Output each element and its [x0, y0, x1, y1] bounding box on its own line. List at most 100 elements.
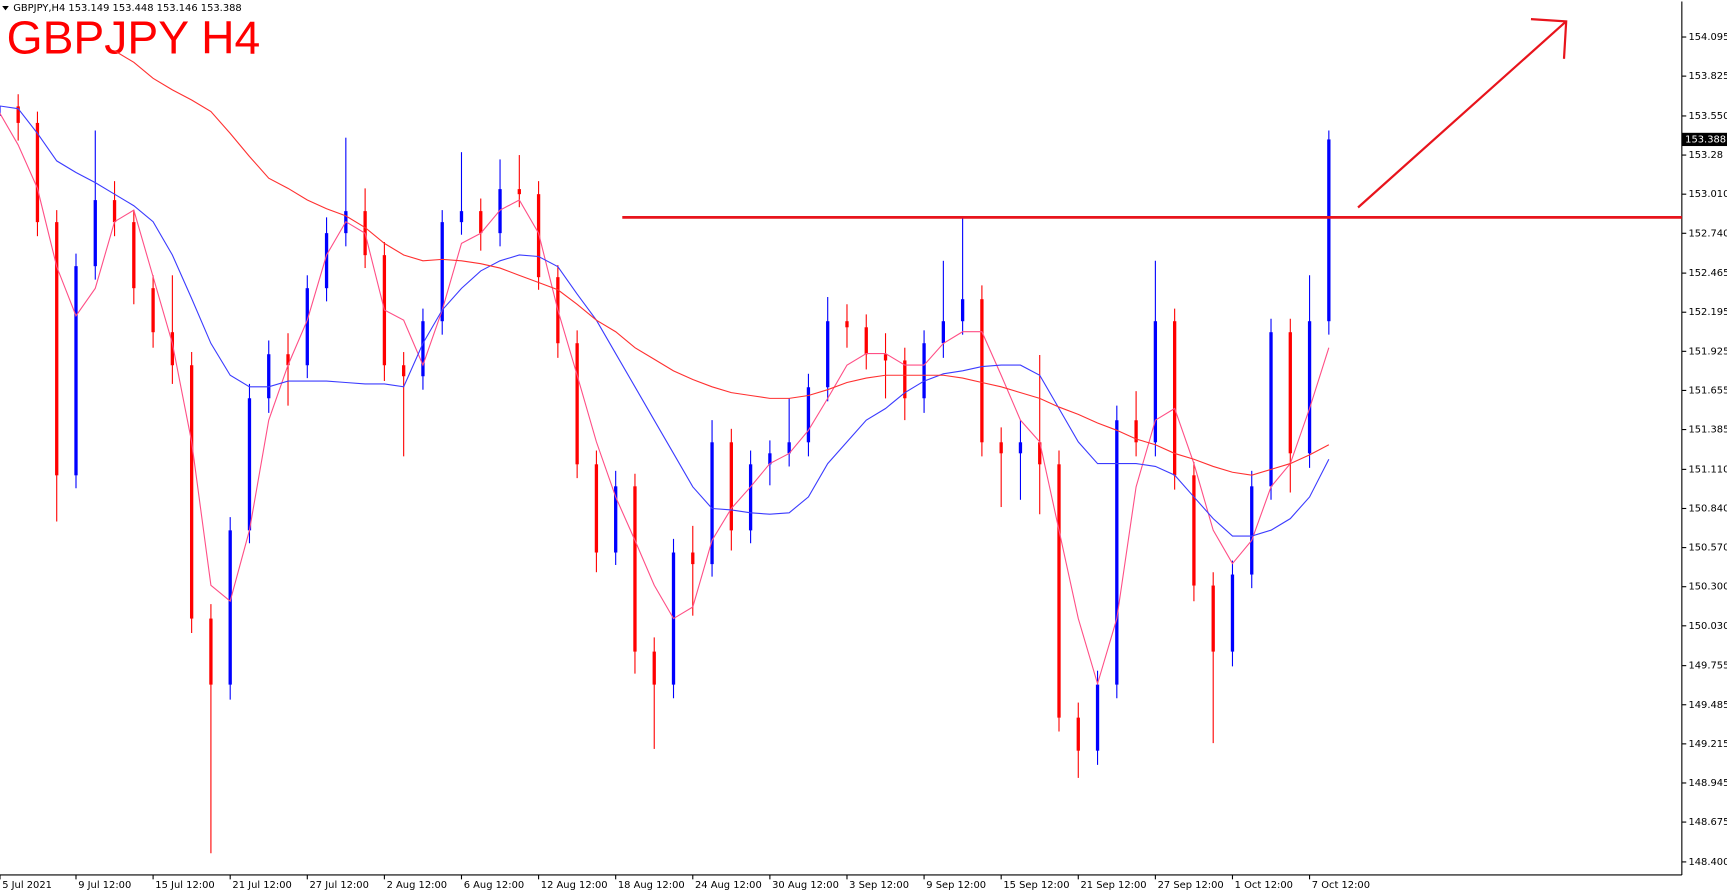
- y-tick-label: 148.675: [1688, 817, 1727, 828]
- candle-body: [209, 618, 213, 685]
- y-tick-label: 152.465: [1688, 268, 1727, 279]
- candle-body: [787, 442, 791, 454]
- moving-average-line: [0, 112, 1330, 686]
- x-tick-label: 6 Aug 12:00: [464, 880, 524, 891]
- candle-body: [922, 343, 926, 399]
- y-tick-label: 151.110: [1688, 464, 1727, 475]
- x-tick-label: 9 Sep 12:00: [926, 880, 986, 891]
- y-tick-label: 150.570: [1688, 543, 1727, 554]
- candle-body: [305, 288, 309, 366]
- candle-body: [151, 288, 155, 333]
- candle-body: [614, 486, 618, 553]
- last-price-box: [1681, 132, 1727, 147]
- candle-body: [0, 106, 1, 116]
- y-tick-label: 150.030: [1688, 621, 1727, 632]
- header: GBPJPY,H4 153.149 153.448 153.146 153.38…: [13, 3, 242, 14]
- candle-body: [903, 360, 907, 399]
- candle-body: [324, 233, 329, 289]
- candle-body: [748, 464, 753, 531]
- x-tick-label: 15 Sep 12:00: [1003, 880, 1069, 891]
- candle-body: [1230, 574, 1235, 652]
- candle-body: [633, 486, 637, 652]
- candle-body: [1115, 420, 1119, 685]
- x-tick-label: 2 Aug 12:00: [387, 880, 448, 891]
- x-tick-label: 21 Jul 12:00: [232, 880, 291, 891]
- y-tick-label: 150.300: [1688, 582, 1727, 593]
- candle-body: [74, 266, 78, 476]
- moving-average-line: [114, 50, 1330, 476]
- candle-body: [1018, 442, 1023, 454]
- x-tick-label: 12 Aug 12:00: [541, 880, 608, 891]
- x-tick-label: 9 Jul 12:00: [78, 880, 131, 891]
- x-tick-label: 18 Aug 12:00: [618, 880, 685, 891]
- candle-body: [1269, 332, 1273, 487]
- candle-body: [286, 354, 290, 366]
- x-tick-label: 1 Oct 12:00: [1235, 880, 1293, 891]
- candle-body: [498, 189, 502, 234]
- x-tick-label: 30 Aug 12:00: [772, 880, 839, 891]
- candle-body: [112, 200, 117, 223]
- candle-body: [1327, 139, 1331, 322]
- candle-body: [247, 398, 252, 531]
- y-tick-label: 149.755: [1688, 661, 1727, 672]
- candle-body: [55, 222, 59, 476]
- candle-body: [1153, 321, 1158, 443]
- x-tick-label: 27 Jul 12:00: [309, 880, 368, 891]
- candle-body: [421, 321, 425, 377]
- candle-body: [35, 122, 40, 223]
- x-tick-label: 15 Jul 12:00: [155, 880, 214, 891]
- candle-body: [575, 343, 579, 465]
- candle-body: [459, 211, 464, 223]
- candle-body: [189, 365, 194, 619]
- candle-body: [1057, 464, 1061, 718]
- candle-body: [1211, 585, 1215, 652]
- y-tick-label: 150.840: [1688, 503, 1727, 514]
- plot-area: [0, 50, 1331, 854]
- candle-body: [1134, 420, 1138, 443]
- y-tick-label: 148.400: [1688, 857, 1727, 868]
- candle-body: [980, 299, 984, 443]
- y-tick-label: 153.825: [1688, 71, 1727, 82]
- candle-body: [594, 464, 599, 553]
- candle-body: [1192, 475, 1196, 586]
- candle-body: [652, 651, 656, 685]
- y-tick-label: 152.195: [1688, 307, 1727, 318]
- y-tick-label: 149.485: [1688, 700, 1727, 711]
- y-tick-label: 153.010: [1688, 189, 1727, 200]
- candle-body: [16, 106, 20, 123]
- x-tick-label: 27 Sep 12:00: [1158, 880, 1224, 891]
- candle-body: [768, 453, 772, 465]
- candle-body: [1038, 442, 1042, 465]
- candle-body: [1172, 321, 1177, 476]
- y-tick-label: 151.655: [1688, 385, 1727, 396]
- y-tick-label: 149.215: [1688, 739, 1727, 750]
- candle-body: [941, 321, 946, 344]
- candle-body: [536, 194, 541, 278]
- candle-body: [440, 222, 444, 322]
- y-tick-label: 154.095: [1688, 32, 1727, 43]
- candle-body: [479, 211, 483, 234]
- candle-body: [170, 332, 175, 366]
- x-tick-label: 3 Sep 12:00: [849, 880, 909, 891]
- x-tick-label: 21 Sep 12:00: [1080, 880, 1146, 891]
- y-tick-label: 148.945: [1688, 778, 1727, 789]
- candle-body: [267, 354, 271, 399]
- candle-body: [729, 442, 733, 531]
- trend-arrow-head: [1530, 18, 1568, 59]
- candle-body: [826, 321, 830, 388]
- candle-body: [960, 299, 965, 322]
- candle-body: [228, 530, 232, 685]
- candle-body: [1076, 717, 1080, 751]
- candle-body: [1095, 684, 1100, 751]
- x-tick-label: 5 Jul 2021: [2, 880, 52, 891]
- y-tick-label: 151.925: [1688, 346, 1727, 357]
- candle-body: [864, 327, 868, 355]
- candle-body: [402, 365, 406, 377]
- y-tick-label: 153.28: [1688, 150, 1723, 161]
- y-tick-label: 153.550: [1688, 111, 1727, 122]
- candle-body: [999, 442, 1003, 454]
- candle-body: [883, 354, 888, 361]
- candle-body: [1288, 332, 1292, 454]
